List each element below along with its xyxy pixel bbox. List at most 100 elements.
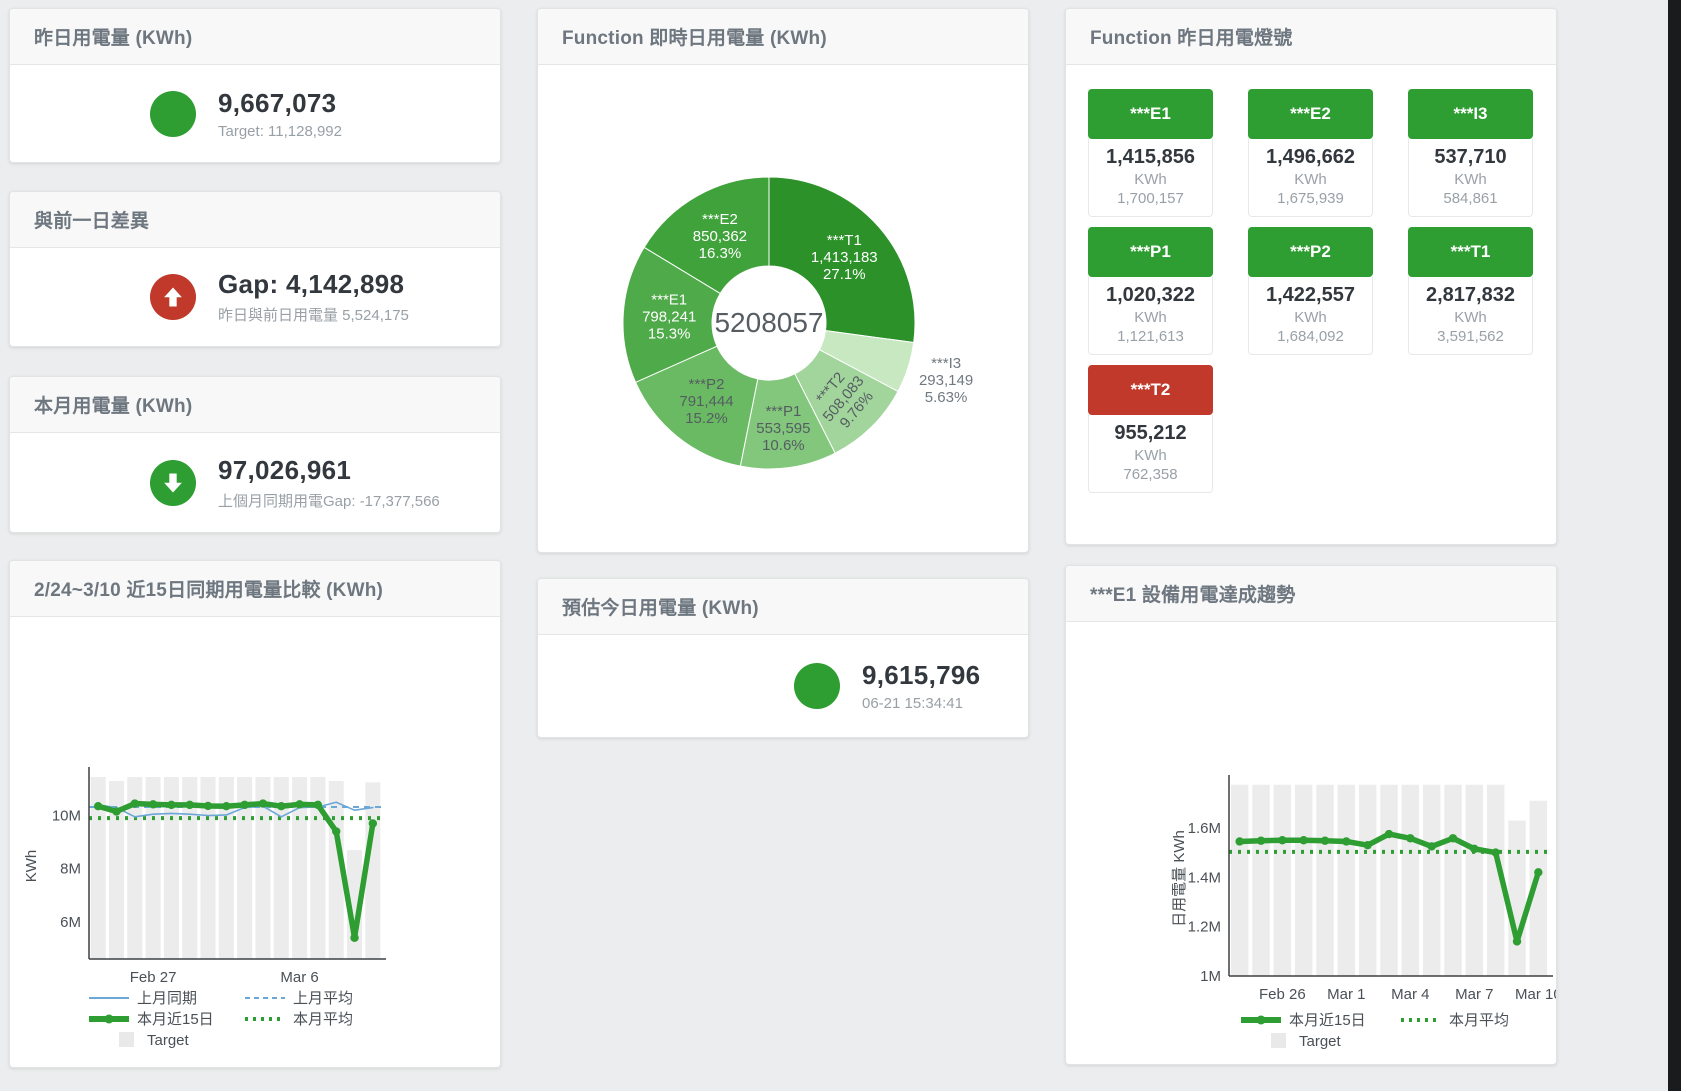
light-tile-target: 1,700,157 — [1117, 190, 1184, 207]
light-tile-target: 3,591,562 — [1437, 328, 1504, 345]
donut-slice-label: ***E2 — [702, 211, 738, 228]
stat-body: 97,026,961 上個月同期用電Gap: -17,377,566 — [10, 433, 500, 532]
card-header: 預估今日用電量 (KWh) — [538, 579, 1028, 635]
target-bar — [1337, 784, 1356, 976]
light-tile-unit: KWh — [1294, 171, 1327, 188]
light-tile-label: ***E1 — [1088, 89, 1213, 139]
legend-label[interactable]: 上月同期 — [137, 990, 197, 1007]
light-tile-target: 584,861 — [1443, 190, 1498, 207]
legend-label[interactable]: 本月近15日 — [1289, 1012, 1366, 1029]
series-marker — [130, 799, 139, 808]
light-tile-unit: KWh — [1454, 309, 1487, 326]
legend-label[interactable]: Target — [147, 1032, 190, 1049]
target-bar — [1401, 784, 1420, 976]
y-tick-label: 1.6M — [1188, 820, 1221, 837]
card-header: Function 昨日用電燈號 — [1066, 9, 1556, 65]
card-yesterday-lights: Function 昨日用電燈號 ***E1 1,415,856 KWh 1,700,1… — [1065, 8, 1557, 545]
light-tile-unit: KWh — [1134, 171, 1167, 188]
card-today-estimate: 預估今日用電量 (KWh) 9,615,796 06-21 15:34:41 — [537, 578, 1029, 738]
series-marker — [167, 800, 176, 810]
series-marker — [1512, 937, 1522, 946]
donut-slice[interactable] — [643, 176, 770, 295]
card-title: 本月用電量 (KWh) — [34, 396, 193, 417]
donut-slice-label: 1,413,183 — [811, 249, 878, 266]
series-marker — [1320, 836, 1330, 845]
target-bar — [1486, 784, 1505, 976]
y-tick-label: 1.4M — [1188, 869, 1221, 886]
donut-slice-label: 791,444 — [679, 393, 733, 410]
donut-slice-label: 10.6% — [762, 437, 805, 454]
light-tile: ***P2 1,422,557 KWh 1,684,092 — [1248, 227, 1373, 355]
light-tile-value: 955,212 — [1114, 422, 1187, 444]
x-tick-label: Mar 10 — [1515, 986, 1557, 1003]
card-day-gap: 與前一日差異 Gap: 4,142,898 昨日與前日用電量 5,524,175 — [9, 191, 501, 347]
card-month-usage: 本月用電量 (KWh) 97,026,961 上個月同期用電Gap: -17,3… — [9, 376, 501, 533]
series-line — [97, 801, 374, 818]
series-marker — [1342, 837, 1351, 846]
legend-label[interactable]: 本月平均 — [1449, 1012, 1509, 1029]
donut-slice[interactable] — [622, 246, 721, 383]
scrollbar-track[interactable] — [1668, 0, 1681, 1091]
target-bar — [108, 780, 124, 959]
target-bar — [1465, 784, 1484, 976]
arrow-up-icon — [150, 274, 196, 320]
y-tick-label: 1.2M — [1188, 919, 1221, 936]
series-marker — [1491, 848, 1500, 857]
light-tile-body: 1,496,662 KWh 1,675,939 — [1248, 139, 1373, 217]
target-bar — [365, 782, 381, 959]
stat-subtitle: 上個月同期用電Gap: -17,377,566 — [218, 492, 440, 510]
target-bar — [310, 776, 326, 959]
donut-slice-label: ***E1 — [651, 292, 687, 309]
light-tile-label: ***T1 — [1408, 227, 1533, 277]
donut-slice-label: 15.3% — [648, 326, 691, 343]
stat-subtitle: 06-21 15:34:41 — [862, 695, 963, 712]
light-tile-value: 1,415,856 — [1106, 146, 1195, 168]
y-tick-label: 10M — [52, 808, 81, 825]
donut-slice[interactable] — [634, 345, 759, 467]
light-tile-target: 1,675,939 — [1277, 190, 1344, 207]
card-header: ***E1 設備用電達成趨勢 — [1066, 566, 1556, 622]
light-tile: ***I3 537,710 KWh 584,861 — [1408, 89, 1533, 217]
legend-label[interactable]: 上月平均 — [293, 990, 353, 1007]
light-tile: ***E1 1,415,856 KWh 1,700,157 — [1088, 89, 1213, 217]
stat-body: 9,667,073 Target: 11,128,992 — [10, 65, 500, 162]
target-bar — [200, 776, 216, 959]
light-tile-label: ***P2 — [1248, 227, 1373, 277]
legend-swatch-square — [119, 1032, 134, 1047]
donut-slice-label: 798,241 — [642, 309, 696, 326]
light-tile: ***P1 1,020,322 KWh 1,121,613 — [1088, 227, 1213, 355]
target-bar — [218, 776, 234, 959]
donut-slice-label: 16.3% — [699, 245, 742, 262]
series-marker — [350, 933, 359, 942]
y-tick-label: 8M — [60, 861, 81, 878]
card-title: Function 即時日用電量 (KWh) — [562, 28, 827, 49]
target-bar — [182, 776, 198, 959]
x-tick-label: Mar 7 — [1455, 986, 1493, 1003]
light-tile-unit: KWh — [1294, 309, 1327, 326]
legend-label[interactable]: 本月近15日 — [137, 1011, 214, 1028]
status-circle-icon — [150, 90, 196, 137]
stat-value: 9,615,796 — [862, 660, 981, 690]
donut-slice-label: 27.1% — [823, 266, 866, 283]
series-marker — [222, 802, 231, 811]
series-marker — [1278, 836, 1287, 845]
legend-label[interactable]: Target — [1299, 1033, 1342, 1050]
series-marker — [112, 807, 121, 816]
light-tile-label: ***T2 — [1088, 365, 1213, 415]
donut-slice[interactable] — [768, 176, 916, 344]
y-axis-title: KWh — [23, 850, 40, 883]
light-tile-body: 1,422,557 KWh 1,684,092 — [1248, 277, 1373, 355]
legend-label[interactable]: 本月平均 — [293, 1011, 353, 1028]
light-tile: ***E2 1,496,662 KWh 1,675,939 — [1248, 89, 1373, 217]
stat-body: Gap: 4,142,898 昨日與前日用電量 5,524,175 — [10, 248, 500, 346]
series-marker — [1470, 844, 1479, 854]
donut-slice-label: 293,149 — [919, 372, 973, 389]
stat-value: Gap: 4,142,898 — [218, 269, 405, 299]
target-bar — [1294, 784, 1313, 976]
target-bar — [273, 776, 289, 959]
stat-subtitle: Target: 11,128,992 — [218, 122, 342, 140]
series-marker — [240, 800, 249, 810]
light-tile-label: ***I3 — [1408, 89, 1533, 139]
card-title: 2/24~3/10 近15日同期用電量比較 (KWh) — [34, 580, 384, 601]
